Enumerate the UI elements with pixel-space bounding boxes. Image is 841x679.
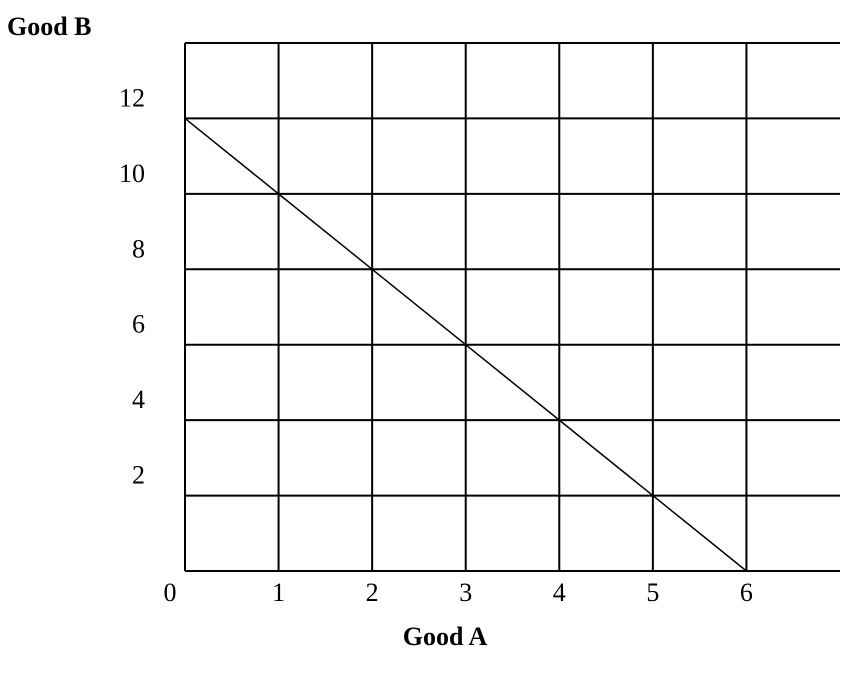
y-tick-label: 4 xyxy=(132,385,145,414)
origin-label: 0 xyxy=(164,578,177,607)
x-tick-label: 1 xyxy=(272,578,285,607)
y-tick-label: 6 xyxy=(132,310,145,339)
y-tick-label: 8 xyxy=(132,234,145,263)
x-tick-label: 2 xyxy=(366,578,379,607)
grid xyxy=(184,42,840,572)
y-axis-title: Good B xyxy=(7,12,92,41)
series-layer xyxy=(184,117,747,572)
x-tick-label: 3 xyxy=(459,578,472,607)
series-line xyxy=(184,117,747,572)
y-tick-label: 12 xyxy=(119,83,145,112)
y-tick-label: 2 xyxy=(132,461,145,490)
x-tick-label: 6 xyxy=(740,578,753,607)
x-tick-label: 5 xyxy=(646,578,659,607)
x-axis-title: Good A xyxy=(403,622,488,651)
y-tick-label: 10 xyxy=(119,159,145,188)
x-tick-label: 4 xyxy=(553,578,566,607)
